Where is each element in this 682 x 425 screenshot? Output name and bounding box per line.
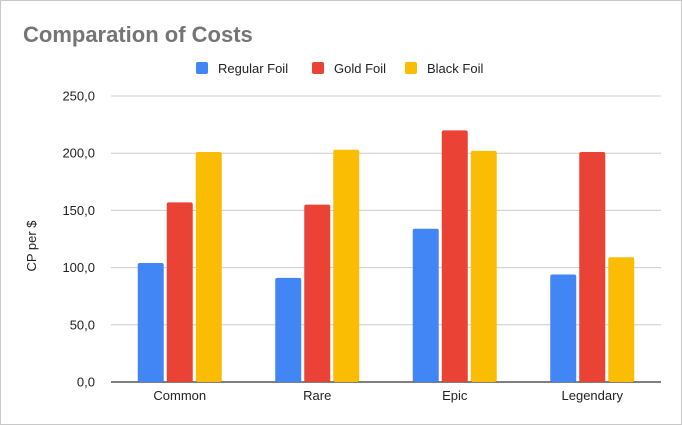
y-tick-label: 200,0 <box>62 146 95 161</box>
legend-swatch <box>312 62 324 74</box>
bar-regular-foil-legendary <box>550 274 577 382</box>
legend-label: Regular Foil <box>218 61 288 76</box>
y-tick-label: 50,0 <box>70 317 95 332</box>
y-axis-ticks: 0,0 50,0 100,0 150,0 200,0 250,0 <box>62 89 95 390</box>
x-category-label: Legendary <box>562 388 624 403</box>
legend-item-black-foil[interactable]: Black Foil <box>405 61 483 76</box>
y-tick-label: 150,0 <box>62 203 95 218</box>
bar-regular-foil-epic <box>412 228 439 382</box>
bar-black-foil-rare <box>333 149 360 382</box>
legend-swatch <box>405 62 417 74</box>
gridlines <box>111 95 661 383</box>
y-tick-label: 0,0 <box>77 375 95 390</box>
bar-regular-foil-common <box>137 263 164 382</box>
legend-label: Black Foil <box>427 61 483 76</box>
x-axis-categories: Common Rare Epic Legendary <box>153 388 623 403</box>
bar-gold-foil-legendary <box>579 152 606 382</box>
chart-title: Comparation of Costs <box>23 22 253 47</box>
x-category-label: Common <box>153 388 206 403</box>
y-axis-label: CP per $ <box>24 220 39 272</box>
x-category-label: Rare <box>303 388 331 403</box>
legend: Regular Foil Gold Foil Black Foil <box>196 61 483 76</box>
legend-item-regular-foil[interactable]: Regular Foil <box>196 61 288 76</box>
legend-item-gold-foil[interactable]: Gold Foil <box>312 61 386 76</box>
legend-label: Gold Foil <box>334 61 386 76</box>
bar-black-foil-epic <box>470 150 497 382</box>
bar-gold-foil-epic <box>441 130 468 382</box>
bar-regular-foil-rare <box>275 277 302 382</box>
bars <box>137 130 635 382</box>
bar-black-foil-legendary <box>608 257 635 382</box>
y-tick-label: 100,0 <box>62 260 95 275</box>
bar-gold-foil-rare <box>304 204 331 382</box>
bar-black-foil-common <box>195 152 222 382</box>
bar-gold-foil-common <box>166 202 193 382</box>
legend-swatch <box>196 62 208 74</box>
x-category-label: Epic <box>442 388 468 403</box>
y-tick-label: 250,0 <box>62 89 95 104</box>
